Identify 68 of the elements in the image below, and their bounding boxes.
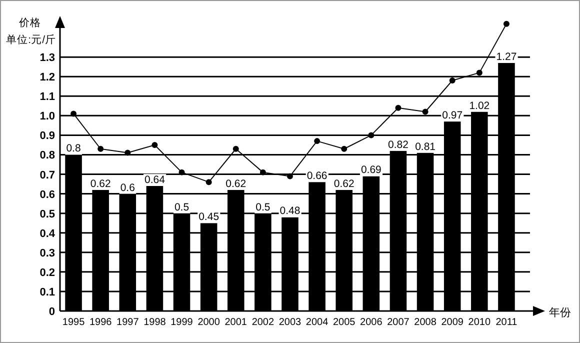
point [206,179,212,186]
x-tick-label: 2009 [441,317,464,328]
x-tick-label: 1999 [170,317,194,328]
y-tick-label: 0.2 [40,266,55,279]
y-tick-label: 0.5 [40,208,55,220]
y-tick-label: 0 [48,306,55,318]
data-label: 0.62 [90,178,111,190]
text: 单位:元/斤 [6,33,56,46]
point [232,146,239,152]
point [503,20,510,27]
y-tick-label: 0.3 [40,247,55,260]
data-label: 0.5 [174,201,190,214]
data-label: 0.62 [226,178,246,190]
x-tick-label: 2006 [360,317,383,328]
point [395,104,402,111]
x-tick-label: 2002 [252,317,274,328]
y-tick-label: 0.1 [40,286,55,298]
y-tick-label: 1.1 [40,91,55,104]
x-tick-label: 2004 [306,317,329,328]
x-tick-label: 2008 [414,317,437,328]
y-tick-label: 0.9 [40,130,55,142]
y-tick-label: 1.2 [40,72,55,84]
point [178,169,185,176]
point [152,142,158,148]
point [98,146,104,152]
x-tick-label: 2003 [278,317,302,328]
data-label: 0.64 [144,174,166,186]
x-tick-label: 1997 [116,317,140,328]
data-label: 1.27 [496,50,517,63]
data-label: 0.82 [388,138,409,151]
y-tick-label: 0.4 [40,228,56,240]
point [449,78,456,84]
x-tick-label: 1995 [62,317,86,328]
data-label: 0.45 [198,211,220,224]
point [70,110,77,117]
y-tick-label: 1.3 [40,52,55,64]
data-label: 0.48 [280,205,300,218]
x-tick-label: 1996 [89,317,112,328]
point [422,108,428,115]
x-tick-label: 2011 [496,317,518,328]
data-label: 0.8 [66,142,81,155]
point [341,146,348,152]
data-label: 0.5 [256,201,270,214]
point [124,150,131,156]
data-label: 0.69 [360,164,382,176]
point [476,70,482,76]
data-label: 0.6 [120,182,136,194]
point [314,138,320,144]
y-tick-label: 1.0 [40,110,55,123]
x-axis-title: 年份 [549,307,571,319]
data-label: 0.81 [415,140,436,153]
x-tick-label: 2005 [332,317,356,328]
x-tick-label: 2010 [468,317,491,328]
x-tick-label: 1998 [144,317,166,328]
x-tick-label: 2001 [224,317,248,328]
y-tick-label: 0.7 [40,169,55,182]
y-tick-label: 0.6 [40,188,55,201]
point [368,132,374,138]
x-tick-label: 2007 [387,317,410,328]
x-tick-label: 2000 [198,317,220,328]
data-label: 0.66 [306,170,328,182]
data-label: 0.97 [442,110,463,122]
data-label: 0.62 [334,178,354,190]
y-axis-title: 价格 [18,17,41,29]
data-label: 1.02 [469,100,490,112]
point [260,169,266,176]
y-tick-label: 0.8 [40,150,55,162]
point [287,173,293,180]
